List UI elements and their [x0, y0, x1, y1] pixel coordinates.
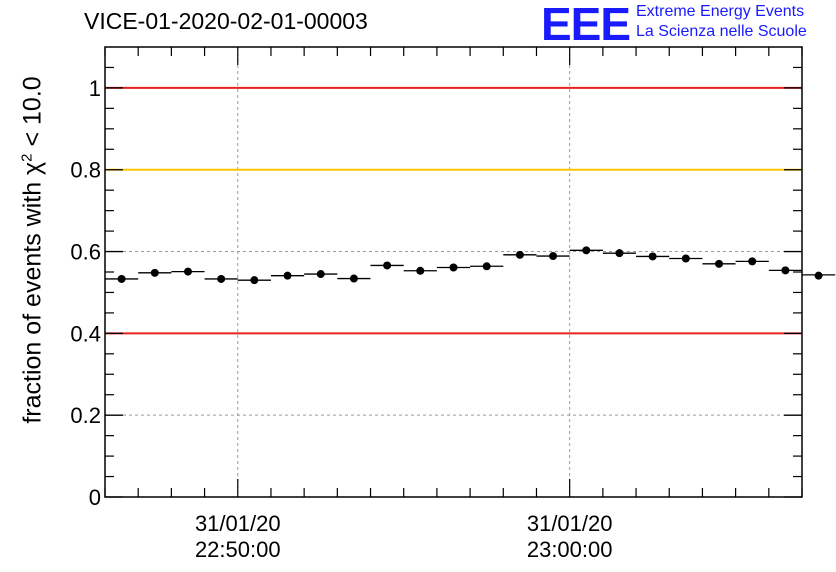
data-point — [615, 249, 624, 258]
plot-frame — [104, 46, 803, 498]
data-point — [681, 254, 690, 263]
x-tick-label-time: 22:50:00 — [195, 537, 281, 562]
data-point — [748, 257, 757, 266]
y-tick-label: 0.2 — [70, 403, 101, 428]
data-point — [250, 276, 259, 285]
y-axis-label: fraction of events with χ2 < 10.0 — [18, 76, 47, 424]
data-point — [183, 267, 192, 276]
data-point — [582, 246, 591, 255]
y-tick-label: 0.6 — [70, 240, 101, 265]
data-point — [482, 262, 491, 271]
grid-lines — [105, 47, 802, 497]
data-point — [217, 274, 226, 283]
data-point — [349, 274, 358, 283]
data-points — [105, 246, 836, 285]
data-point — [283, 271, 292, 280]
data-point — [316, 270, 325, 279]
y-tick-label: 1 — [89, 76, 101, 101]
data-point — [449, 263, 458, 272]
data-point — [117, 274, 126, 283]
data-point — [383, 261, 392, 270]
x-tick-label-time: 23:00:00 — [527, 537, 613, 562]
logo-line-2: La Scienza nelle Scuole — [636, 23, 807, 40]
data-point — [515, 250, 524, 259]
data-point — [150, 268, 159, 277]
y-tick-label: 0.8 — [70, 158, 101, 183]
reference-lines — [105, 86, 802, 335]
chart-title: VICE-01-2020-02-01-00003 — [84, 8, 368, 34]
data-point — [781, 266, 790, 275]
data-point — [814, 271, 823, 280]
plot-border — [104, 46, 803, 498]
y-tick-label: 0 — [89, 485, 101, 510]
logo-line-1: Extreme Energy Events — [636, 3, 805, 20]
eee-logo: EEE — [541, 0, 631, 50]
axis-ticks: 00.20.40.60.8131/01/2022:50:0031/01/2023… — [70, 47, 803, 562]
data-point — [416, 266, 425, 275]
data-point — [549, 252, 558, 261]
data-point — [648, 252, 657, 261]
y-tick-label: 0.4 — [70, 321, 101, 346]
x-tick-label-date: 31/01/20 — [527, 511, 613, 536]
data-point — [715, 259, 724, 268]
x-tick-label-date: 31/01/20 — [195, 511, 281, 536]
